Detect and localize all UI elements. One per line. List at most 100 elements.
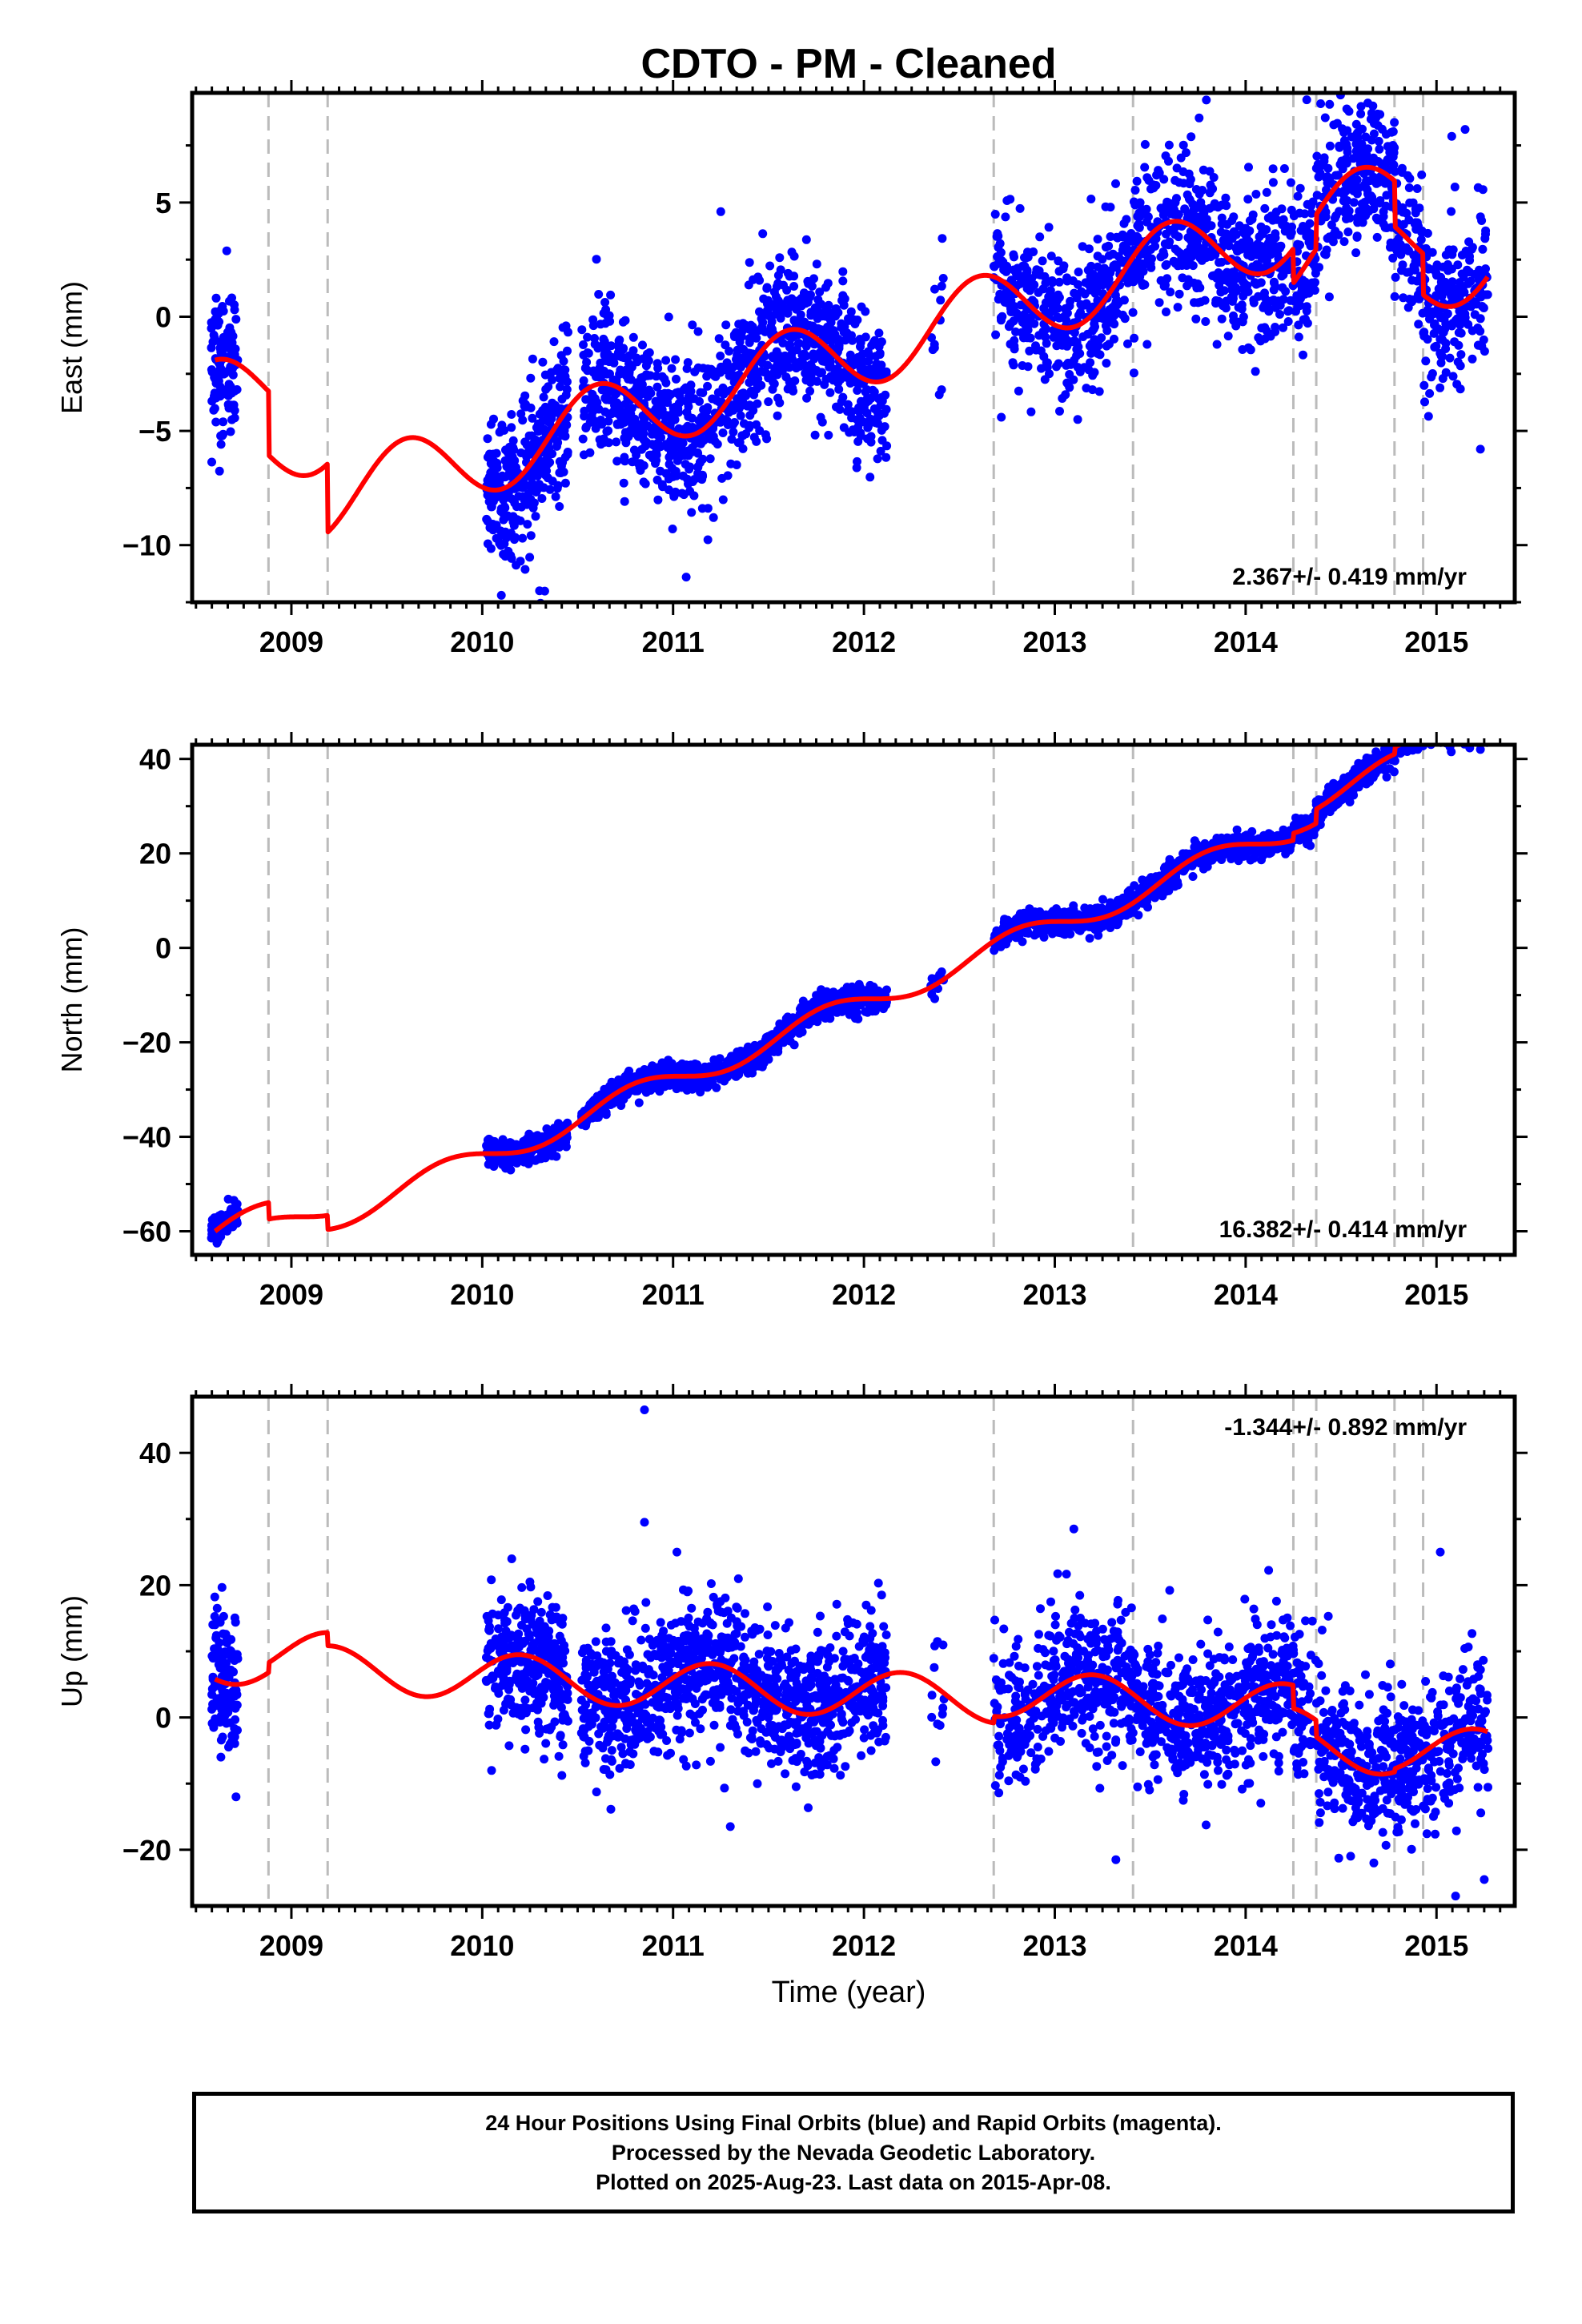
data-point xyxy=(801,341,811,351)
data-point xyxy=(500,472,510,482)
model-curve-east xyxy=(213,164,1490,535)
data-point xyxy=(681,573,691,582)
data-point xyxy=(507,423,516,432)
data-point xyxy=(837,296,847,305)
data-point xyxy=(1233,317,1243,327)
data-point xyxy=(1447,207,1456,216)
data-point xyxy=(1062,316,1071,325)
data-point xyxy=(1319,153,1329,163)
data-point xyxy=(688,477,697,486)
data-point xyxy=(749,275,758,284)
data-point xyxy=(537,1132,547,1141)
data-point xyxy=(1401,243,1411,252)
data-point xyxy=(1431,265,1440,275)
data-point xyxy=(544,382,553,392)
data-point xyxy=(718,428,728,437)
data-point xyxy=(1066,296,1075,306)
data-point xyxy=(1164,140,1174,150)
data-point xyxy=(1243,343,1253,352)
data-point xyxy=(787,247,797,257)
data-point xyxy=(1215,280,1224,290)
data-point xyxy=(938,234,947,243)
data-point xyxy=(230,300,239,310)
data-point xyxy=(1053,312,1062,322)
data-point xyxy=(1295,183,1305,193)
data-point xyxy=(664,312,673,322)
data-point xyxy=(599,434,608,444)
data-point xyxy=(1278,266,1287,275)
data-point xyxy=(1375,78,1383,87)
data-point xyxy=(1293,191,1303,201)
data-point xyxy=(1303,199,1312,209)
data-point xyxy=(1000,292,1010,301)
data-point xyxy=(795,315,805,324)
data-point xyxy=(644,348,654,357)
data-point xyxy=(1331,171,1340,180)
data-point xyxy=(1471,726,1480,735)
data-point xyxy=(1129,368,1138,378)
data-point xyxy=(1441,368,1451,377)
data-point xyxy=(1404,215,1414,225)
data-point xyxy=(1341,186,1351,195)
data-point xyxy=(1299,286,1309,295)
data-point xyxy=(725,347,734,356)
data-point xyxy=(857,302,866,312)
data-point xyxy=(1320,249,1329,259)
data-point xyxy=(779,303,789,312)
data-point xyxy=(1311,268,1320,278)
data-point xyxy=(506,1165,516,1175)
data-point xyxy=(1074,267,1083,277)
data-point xyxy=(1130,186,1140,195)
data-point xyxy=(1268,164,1278,174)
data-point xyxy=(559,422,568,432)
data-point xyxy=(507,456,516,466)
data-point xyxy=(1223,332,1233,341)
data-point xyxy=(769,377,777,387)
data-point xyxy=(1086,358,1095,368)
data-point xyxy=(653,495,663,505)
data-point xyxy=(1165,237,1174,247)
data-point xyxy=(618,317,628,327)
data-point xyxy=(703,504,713,513)
data-point xyxy=(1441,730,1450,739)
data-point xyxy=(616,416,626,425)
data-point xyxy=(812,259,821,269)
data-point xyxy=(1295,301,1305,310)
data-point xyxy=(1314,172,1323,182)
data-point xyxy=(766,322,776,332)
data-point xyxy=(1002,298,1012,308)
data-point xyxy=(508,517,518,527)
data-point xyxy=(579,340,588,349)
data-point xyxy=(1460,313,1470,323)
data-point xyxy=(1276,241,1286,251)
data-point xyxy=(219,429,228,439)
data-point xyxy=(1299,276,1308,286)
data-point xyxy=(487,523,496,533)
data-point xyxy=(762,283,772,292)
data-point xyxy=(937,385,946,395)
data-point xyxy=(727,435,737,444)
data-point xyxy=(726,369,736,379)
data-point xyxy=(732,460,741,469)
data-point xyxy=(1420,730,1429,738)
data-point xyxy=(510,498,520,508)
data-point xyxy=(643,371,652,380)
data-point xyxy=(538,406,548,415)
data-point xyxy=(224,388,234,397)
data-point xyxy=(627,362,636,372)
data-point xyxy=(1334,230,1343,239)
data-point xyxy=(556,461,566,471)
data-point xyxy=(833,1007,841,1017)
data-point xyxy=(873,408,882,417)
data-point xyxy=(838,392,848,402)
data-point xyxy=(510,535,519,545)
data-point xyxy=(1008,358,1018,368)
data-point xyxy=(1435,722,1443,730)
data-point xyxy=(1186,132,1196,142)
data-point xyxy=(1119,296,1129,305)
data-point xyxy=(938,274,948,283)
data-point xyxy=(1035,270,1045,279)
data-point xyxy=(1026,407,1036,416)
data-point xyxy=(685,486,695,496)
data-point xyxy=(1419,380,1429,390)
